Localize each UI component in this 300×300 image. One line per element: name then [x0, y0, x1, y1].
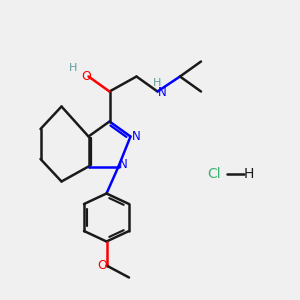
Text: H: H: [153, 77, 162, 88]
Text: H: H: [244, 167, 254, 181]
Text: O: O: [97, 259, 107, 272]
Text: Cl: Cl: [208, 167, 221, 181]
Text: O: O: [82, 70, 91, 83]
Text: N: N: [158, 85, 166, 99]
Text: N: N: [131, 130, 140, 143]
Text: H: H: [69, 63, 78, 73]
Text: N: N: [118, 158, 127, 171]
